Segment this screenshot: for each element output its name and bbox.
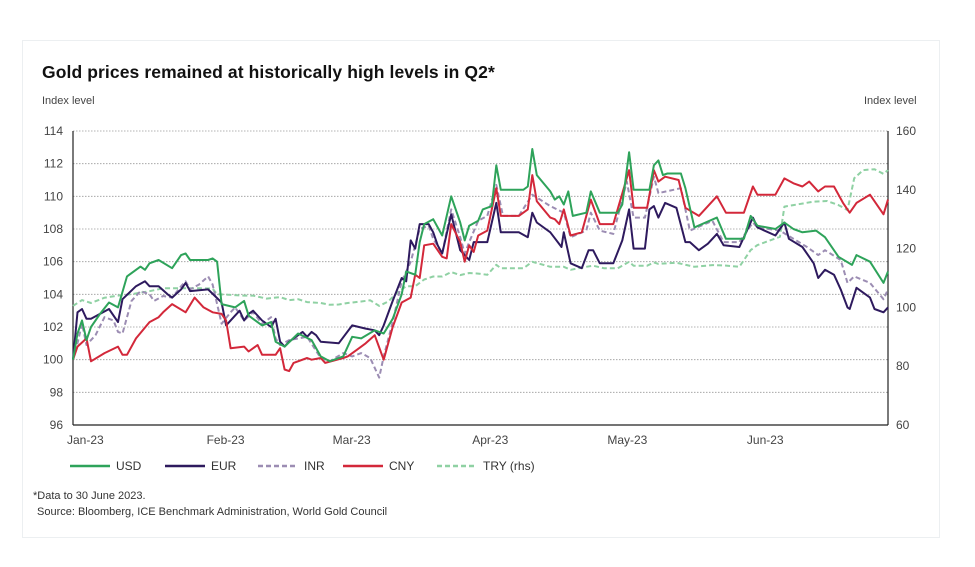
source-note: Source: Bloomberg, ICE Benchmark Adminis… <box>37 506 388 518</box>
legend-label: INR <box>304 459 325 473</box>
y-tick-label: 104 <box>43 287 63 301</box>
y2-tick-label: 100 <box>896 300 916 314</box>
chart-card <box>22 40 940 538</box>
legend-label: USD <box>116 459 142 473</box>
legend-label: TRY (rhs) <box>483 459 535 473</box>
footnote: *Data to 30 June 2023. <box>33 490 146 502</box>
x-tick-label: Jan-23 <box>67 433 104 447</box>
y-tick-label: 96 <box>50 418 64 432</box>
y-tick-label: 112 <box>44 157 63 171</box>
left-axis-label: Index level <box>42 95 95 107</box>
y2-tick-label: 120 <box>896 242 916 256</box>
x-tick-label: Mar-23 <box>333 433 371 447</box>
series-line-try <box>72 168 889 307</box>
x-tick-label: Feb-23 <box>207 433 245 447</box>
x-tick-label: Jun-23 <box>747 433 784 447</box>
y-tick-label: 102 <box>43 320 63 334</box>
y2-tick-label: 60 <box>896 418 910 432</box>
legend-label: EUR <box>211 459 237 473</box>
right-axis-label: Index level <box>864 95 917 107</box>
series-line-usd <box>72 148 889 363</box>
y-tick-label: 106 <box>43 255 63 269</box>
series-line-inr <box>72 175 889 379</box>
y2-tick-label: 80 <box>896 359 910 373</box>
chart-title: Gold prices remained at historically hig… <box>42 62 495 82</box>
y-tick-label: 108 <box>43 222 63 236</box>
y-tick-label: 110 <box>44 189 63 203</box>
x-tick-label: May-23 <box>607 433 647 447</box>
series-line-cny <box>72 169 889 373</box>
y2-tick-label: 160 <box>896 124 916 138</box>
y-tick-label: 100 <box>43 353 63 367</box>
y2-tick-label: 140 <box>896 183 916 197</box>
y-tick-label: 98 <box>50 385 64 399</box>
legend-label: CNY <box>389 459 414 473</box>
x-tick-label: Apr-23 <box>472 433 508 447</box>
y-tick-label: 114 <box>44 124 63 138</box>
